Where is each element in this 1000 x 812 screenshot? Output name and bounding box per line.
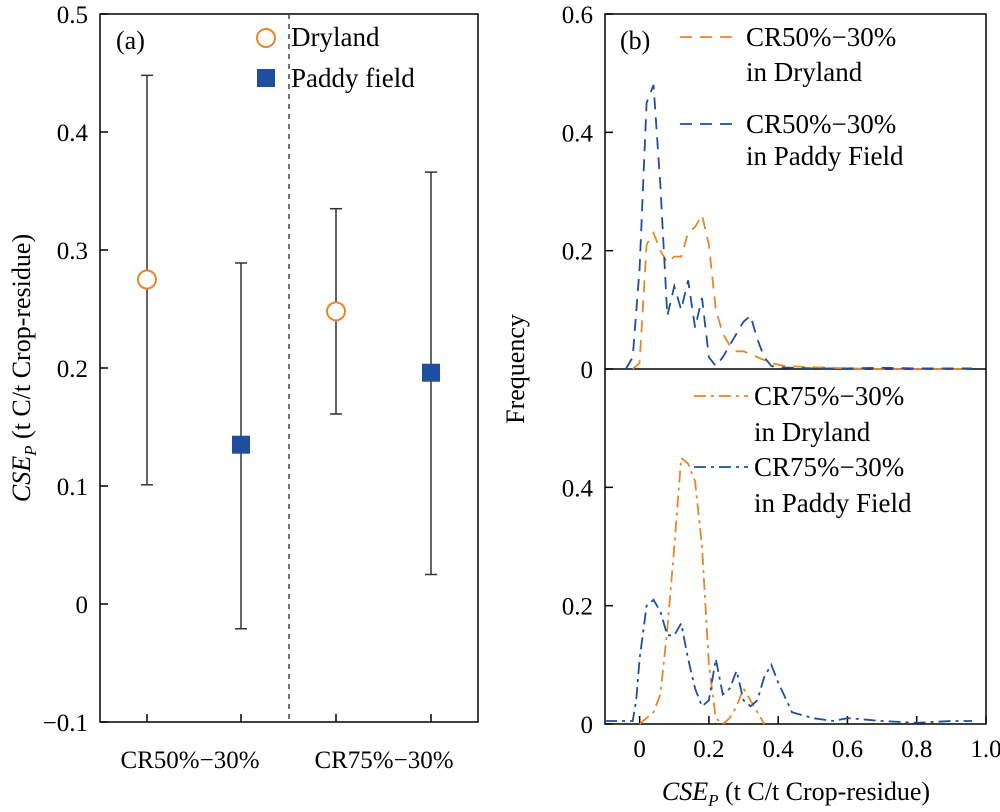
top-series-line-0 (632, 212, 973, 370)
panel-a-ytick-label: 0 (76, 592, 89, 619)
panel-a-ylabel-sub: P (21, 445, 40, 456)
panel-b-xtick-label: 0.6 (832, 736, 863, 763)
bottom-series-line-0 (639, 455, 766, 726)
dryland-point (137, 269, 157, 290)
panel-b-xtick-label: 0 (633, 736, 646, 763)
panel-a-ytick-label: −0.1 (43, 710, 88, 737)
panel-a-ylabel: CSEP (t C/t Crop-residue) (7, 234, 40, 502)
panel-a-ytick-label: 0.4 (57, 120, 89, 147)
legend-paddy-label: Paddy field (291, 63, 415, 93)
panel-b-top-ytick-label: 0 (581, 357, 594, 384)
panel-a-ytick-label: 0.5 (57, 2, 88, 29)
panel-b-xtick-label: 0.8 (901, 736, 932, 763)
bottom-series-line-1 (605, 598, 973, 724)
panel-b-xlabel-main: CSE (662, 777, 708, 806)
panel-a-xtick-label: CR75%−30% (314, 747, 453, 774)
legend-bottom-text-0: CR75%−30% (754, 381, 904, 411)
paddy-point (232, 435, 250, 454)
panel-b-top-ytick-label: 0.4 (562, 120, 594, 147)
panel-b-top-ytick-label: 0.2 (562, 239, 593, 266)
panel-a-label: (a) (116, 26, 145, 55)
panel-b-xtick-label: 0.2 (693, 736, 724, 763)
panel-b-xlabel-sub: P (707, 791, 718, 810)
panel-b: 0 0.2 0.4 0.6 0 0.2 0.4 0 0.2 0.4 0.6 0.8 1.0 (b) CR50… (501, 2, 1000, 763)
legend-bottom-text-0-b: in Dryland (754, 417, 871, 447)
panel-a-ytick-label: 0.1 (57, 474, 88, 501)
panel-a-ytick-label: 0.2 (57, 356, 88, 383)
panel-a-xtick-label: CR50%−30% (120, 747, 259, 774)
panel-a: −0.1 0 0.1 0.2 0.3 0.4 0.5 CR50%−30% CR75%−30% (a… (43, 2, 479, 774)
panel-a-ylabel-main: CSE (7, 456, 36, 502)
panel-b-bottom-ytick-label: 0.2 (562, 594, 593, 621)
top-series-line-1 (625, 84, 973, 370)
legend-top-text-1: CR50%−30% (746, 109, 896, 139)
panel-a-ylabel-rest: (t C/t Crop-residue) (7, 234, 36, 446)
panel-b-xlabel: CSEP (t C/t Crop-residue) (662, 777, 930, 810)
legend-paddy-marker (257, 69, 275, 87)
legend-dryland-label: Dryland (291, 22, 380, 52)
panel-b-bottom-ytick-label: 0 (581, 712, 594, 739)
legend-top-text-0-b: in Dryland (746, 57, 863, 87)
legend-top-text-1-b: in Paddy Field (746, 141, 904, 171)
panel-a-ytick-label: 0.3 (57, 238, 88, 265)
legend-bottom-text-1-b: in Paddy Field (754, 488, 912, 518)
panel-b-xtick-label: 1.0 (970, 736, 1000, 763)
legend-bottom-text-1: CR75%−30% (754, 452, 904, 482)
panel-b-top-ytick-label: 0.6 (562, 2, 593, 29)
panel-b-ylabel: Frequency (501, 314, 530, 424)
paddy-point (422, 363, 440, 382)
panel-b-xlabel-rest: (t C/t Crop-residue) (719, 777, 931, 806)
panel-b-xtick-label: 0.4 (763, 736, 795, 763)
panel-b-label: (b) (620, 26, 650, 55)
panel-b-bottom-ytick-label: 0.4 (562, 475, 594, 502)
legend-top-text-0: CR50%−30% (746, 22, 896, 52)
dryland-point (326, 301, 346, 322)
legend-dryland-marker (256, 28, 276, 48)
